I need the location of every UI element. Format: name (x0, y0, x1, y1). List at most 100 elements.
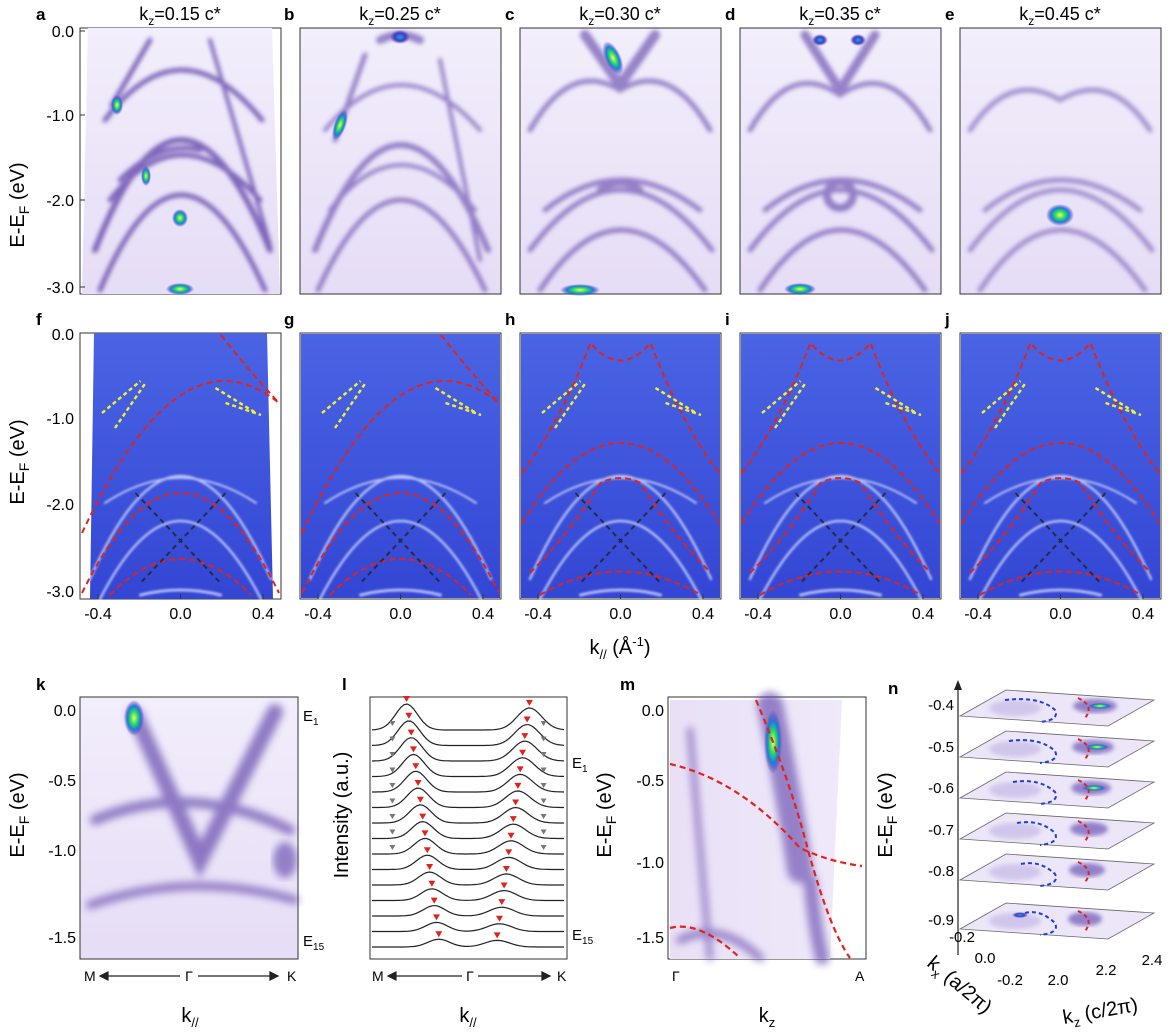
panel-m-ytick-2: -1.0 (636, 855, 664, 872)
edc-peak-marker (426, 864, 434, 870)
edc-side-marker (540, 767, 547, 773)
panel-l-ylabel: Intensity (a.u.) (331, 752, 353, 879)
panel-m: m E-EF (eV) 0.0 -0.5 -1.0 -1.5 Γ A kz (594, 675, 867, 1030)
panel-h-xtick-2: 0.4 (692, 606, 714, 623)
row1-ytick-0: 0.0 (52, 24, 74, 41)
panel-i-xtick-2: 0.4 (912, 606, 934, 623)
edc-curve (372, 905, 564, 917)
edc-side-marker (540, 798, 547, 804)
panel-b-title: kz=0.25 c* (359, 4, 441, 28)
panel-k-e15: E15 (303, 933, 325, 953)
panel-k-x-gamma: Γ (185, 968, 193, 984)
panel-e: e kz=0.45 c* (945, 4, 1162, 295)
edc-side-marker (389, 845, 396, 850)
panel-c: c kz=0.30 c* (505, 4, 722, 296)
panel-n-kx-tick-0: -0.2 (949, 929, 975, 946)
edc-side-marker (389, 767, 396, 773)
n-slice-1 (958, 730, 1156, 768)
panel-l-xlabel: k// (459, 1005, 477, 1030)
edc-side-marker (389, 814, 396, 819)
panel-c-letter: c (505, 5, 514, 24)
n-slice-5 (958, 902, 1156, 940)
panel-n-kz-tick-2: 2.4 (1142, 952, 1163, 969)
panel-n-ztick-5: -0.9 (928, 912, 954, 929)
panel-a-letter: a (36, 5, 46, 24)
panel-f-letter: f (36, 310, 42, 329)
edc-peak-marker (505, 849, 513, 856)
panel-l-e1: E1 (572, 755, 588, 775)
panel-f: f -0.4 0.0 0.4 (36, 310, 282, 623)
row2-axis: E-EF (eV) 0.0 -1.0 -2.0 -3.0 k// (Å-1) (7, 327, 651, 662)
panel-c-title: kz=0.30 c* (579, 4, 661, 28)
edc-side-marker (540, 721, 547, 726)
panel-d: d kz=0.35 c* (725, 4, 942, 295)
edc-curve (371, 720, 565, 747)
edc-side-marker (540, 752, 547, 757)
edc-side-marker (389, 829, 396, 835)
edc-peak-marker (405, 712, 413, 719)
row2-ytick-3: -3.0 (46, 584, 74, 601)
edc-peak-marker (516, 766, 524, 773)
edc-side-marker (389, 721, 396, 726)
panel-n-kz-label: kz (c/2π) (1061, 994, 1140, 1032)
panel-h-letter: h (505, 310, 515, 329)
panel-b: b kz=0.25 c* (284, 4, 502, 295)
edc-peak-marker (502, 865, 510, 872)
panel-g-xtick-2: 0.4 (472, 606, 494, 623)
row1-ytick-2: -2.0 (46, 193, 74, 210)
panel-j-xtick-2: 0.4 (1132, 606, 1154, 623)
edc-side-marker (389, 798, 396, 804)
edc-curve (372, 938, 564, 948)
panel-f-xtick-1: 0.0 (169, 606, 191, 623)
edc-peak-marker (414, 780, 422, 786)
n-slice-4 (958, 853, 1156, 891)
panel-k-ytick-1: -0.5 (48, 773, 76, 790)
edc-curve (372, 871, 564, 886)
panel-k-x-k: K (287, 968, 297, 984)
panel-m-ytick-3: -1.5 (636, 930, 664, 947)
edc-curve (371, 737, 565, 762)
panel-k-letter: k (36, 675, 46, 694)
edc-peak-marker (521, 733, 529, 740)
edc-peak-marker (512, 799, 520, 806)
panel-e-letter: e (945, 5, 954, 24)
panel-g-xtick-1: 0.0 (389, 606, 411, 623)
panel-a-title: kz=0.15 c* (139, 4, 221, 28)
panel-g-letter: g (284, 310, 294, 329)
edc-side-marker (389, 752, 396, 757)
row1-ytick-3: -3.0 (46, 280, 74, 297)
panel-m-ytick-0: 0.0 (642, 703, 664, 720)
edc-peak-marker (507, 832, 515, 839)
edc-peak-marker (419, 813, 427, 820)
panel-k: k E-EF (eV) 0.0 -0.5 -1.0 -1.5 E1 E15 M … (7, 675, 325, 1030)
edc-peak-marker (416, 796, 424, 803)
panel-k-ytick-2: -1.0 (48, 843, 76, 860)
edc-peak-marker (403, 696, 411, 702)
panel-j-letter: j (944, 310, 950, 329)
panel-n-ztick-4: -0.8 (928, 863, 954, 880)
edc-side-marker (389, 736, 396, 742)
row2-ytick-2: -2.0 (46, 497, 74, 514)
n-slice-0 (958, 689, 1156, 727)
n-slices (958, 689, 1156, 940)
edc-peak-marker (500, 882, 508, 889)
panel-n: n E-EF (eV) -0.4 -0.5 -0.6 -0.7 -0.8 -0.… (875, 679, 1163, 1032)
panel-n-ztick-0: -0.4 (928, 697, 954, 714)
edc-curve (372, 770, 565, 793)
panel-n-letter: n (888, 679, 898, 698)
panel-n-kz-tick-1: 2.2 (1096, 962, 1117, 979)
edc-curve (372, 888, 564, 902)
panel-i-xtick-0: -0.4 (744, 606, 772, 623)
panel-j-xtick-0: -0.4 (964, 606, 992, 623)
panel-e-title: kz=0.45 c* (1019, 4, 1101, 28)
edc-curve (372, 837, 564, 855)
panel-k-e1: E1 (303, 708, 319, 728)
panel-m-x-gamma: Γ (672, 968, 680, 984)
edc-side-marker (389, 783, 396, 788)
panel-f-xtick-2: 0.4 (252, 606, 274, 623)
edc-peak-marker (433, 914, 441, 921)
panel-n-ylabel: E-EF (eV) (875, 772, 900, 857)
n-slice-2 (958, 771, 1156, 809)
panel-i-xtick-1: 0.0 (829, 606, 851, 623)
panel-n-ztick-1: -0.5 (928, 739, 954, 756)
